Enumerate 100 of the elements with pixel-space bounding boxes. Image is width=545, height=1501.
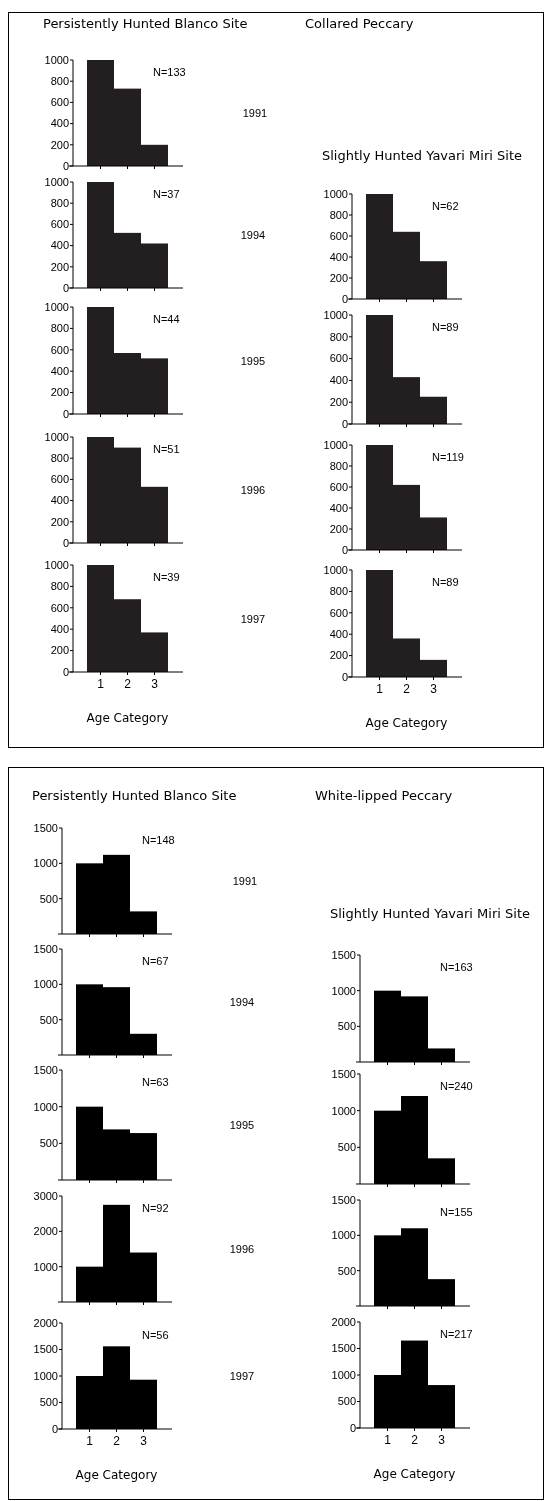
annotation: N=92 (142, 1202, 169, 1214)
y-tick-label: 3000 (33, 1189, 58, 1202)
x-tick-label: 2 (124, 677, 132, 691)
annotation: N=217 (440, 1328, 473, 1340)
y-tick-label: 200 (50, 260, 69, 273)
y-tick-label: 1500 (331, 1067, 356, 1080)
y-tick-label: 1000 (323, 187, 348, 200)
x-axis-title: Age Category (75, 1468, 158, 1482)
x-axis-title: Age Category (365, 716, 448, 730)
y-tick-label: 1000 (44, 53, 69, 66)
y-tick-label: 0 (62, 159, 69, 172)
x-tick-label: 3 (151, 677, 159, 691)
y-tick-label: 400 (329, 374, 348, 387)
x-tick-label: 1 (376, 682, 384, 696)
annotation: N=148 (142, 834, 175, 846)
y-tick-label: 1000 (44, 300, 69, 313)
y-tick-label: 600 (329, 352, 348, 365)
text: 1991 (232, 875, 258, 887)
y-tick-label: 1000 (33, 1260, 58, 1273)
y-tick-label: 200 (329, 271, 348, 284)
text: 1997 (240, 612, 266, 625)
y-tick-label: 200 (50, 386, 69, 399)
text: 1997 (229, 1370, 255, 1382)
text: 1996 (240, 484, 266, 496)
annotation: N=119 (432, 451, 464, 463)
y-tick-label: 1000 (33, 978, 58, 991)
y-tick-label: 1000 (331, 1368, 356, 1381)
y-tick-label: 600 (50, 96, 69, 109)
y-tick-label: 0 (341, 670, 348, 683)
y-tick-label: 200 (50, 138, 69, 151)
annotation: N=89 (432, 321, 459, 333)
y-tick-label: 600 (50, 343, 69, 356)
annotation: N=44 (153, 313, 180, 325)
text: 1995 (229, 1119, 255, 1131)
y-tick-label: 400 (50, 239, 69, 252)
x-tick-label: 3 (140, 1434, 148, 1448)
y-tick-label: 500 (39, 1396, 58, 1409)
y-tick-label: 1000 (44, 175, 69, 188)
y-tick-label: 500 (39, 1137, 58, 1150)
y-tick-label: 600 (329, 480, 348, 493)
y-tick-label: 1500 (331, 1342, 356, 1355)
annotation: N=63 (142, 1076, 169, 1088)
annotation: N=163 (440, 961, 473, 973)
x-axis-title: Age Category (86, 711, 169, 725)
y-tick-label: 0 (62, 536, 69, 549)
x-tick-label: 2 (113, 1434, 121, 1448)
y-tick-label: 400 (50, 623, 69, 636)
y-tick-label: 1000 (33, 857, 58, 870)
y-tick-label: 800 (50, 322, 69, 335)
y-tick-label: 200 (329, 396, 348, 409)
y-tick-label: 500 (337, 1264, 356, 1277)
y-tick-label: 600 (50, 473, 69, 486)
y-tick-label: 1500 (331, 1193, 356, 1206)
y-tick-label: 0 (349, 1421, 356, 1434)
annotation: N=51 (153, 443, 180, 455)
y-tick-label: 2000 (33, 1225, 58, 1238)
y-tick-label: 200 (50, 644, 69, 657)
y-tick-label: 400 (329, 628, 348, 641)
y-tick-label: 0 (62, 281, 69, 294)
y-tick-label: 800 (50, 197, 69, 210)
y-tick-label: 500 (39, 1013, 58, 1026)
x-tick-label: 2 (403, 682, 411, 696)
y-tick-label: 500 (337, 1020, 356, 1033)
y-tick-label: 800 (329, 459, 348, 472)
annotation: N=62 (432, 200, 459, 212)
chart-title: Persistently Hunted Blanco Site (32, 788, 237, 803)
y-tick-label: 1500 (33, 942, 58, 955)
x-tick-label: 3 (438, 1433, 446, 1447)
y-tick-label: 800 (50, 580, 69, 593)
text: 1994 (229, 996, 255, 1008)
y-tick-label: 1000 (323, 308, 348, 321)
annotation: N=37 (153, 188, 180, 200)
y-tick-label: 1000 (323, 563, 348, 576)
y-tick-label: 400 (329, 250, 348, 263)
text: 1994 (240, 229, 266, 241)
y-tick-label: 0 (51, 1422, 58, 1435)
y-tick-label: 1500 (33, 1063, 58, 1076)
annotation: N=67 (142, 955, 169, 967)
y-tick-label: 1000 (331, 984, 356, 997)
y-tick-label: 0 (341, 543, 348, 556)
text: 1996 (229, 1243, 255, 1255)
y-tick-label: 1000 (33, 1100, 58, 1113)
annotation: N=39 (153, 571, 180, 583)
y-tick-label: 1000 (44, 430, 69, 443)
chart-title: Persistently Hunted Blanco Site (43, 16, 248, 31)
y-tick-label: 500 (39, 892, 58, 905)
y-tick-label: 2000 (33, 1316, 58, 1329)
y-tick-label: 400 (50, 117, 69, 130)
y-tick-label: 600 (329, 229, 348, 242)
y-tick-label: 0 (62, 665, 69, 678)
y-tick-label: 400 (329, 501, 348, 514)
y-tick-label: 0 (62, 407, 69, 420)
chart-title: Slightly Hunted Yavari Miri Site (322, 148, 522, 163)
x-tick-label: 1 (86, 1434, 94, 1448)
y-tick-label: 800 (329, 585, 348, 598)
y-tick-label: 500 (337, 1141, 356, 1154)
annotation: N=133 (153, 66, 186, 78)
x-tick-label: 1 (97, 677, 105, 691)
y-tick-label: 800 (329, 208, 348, 221)
annotation: N=155 (440, 1206, 473, 1218)
